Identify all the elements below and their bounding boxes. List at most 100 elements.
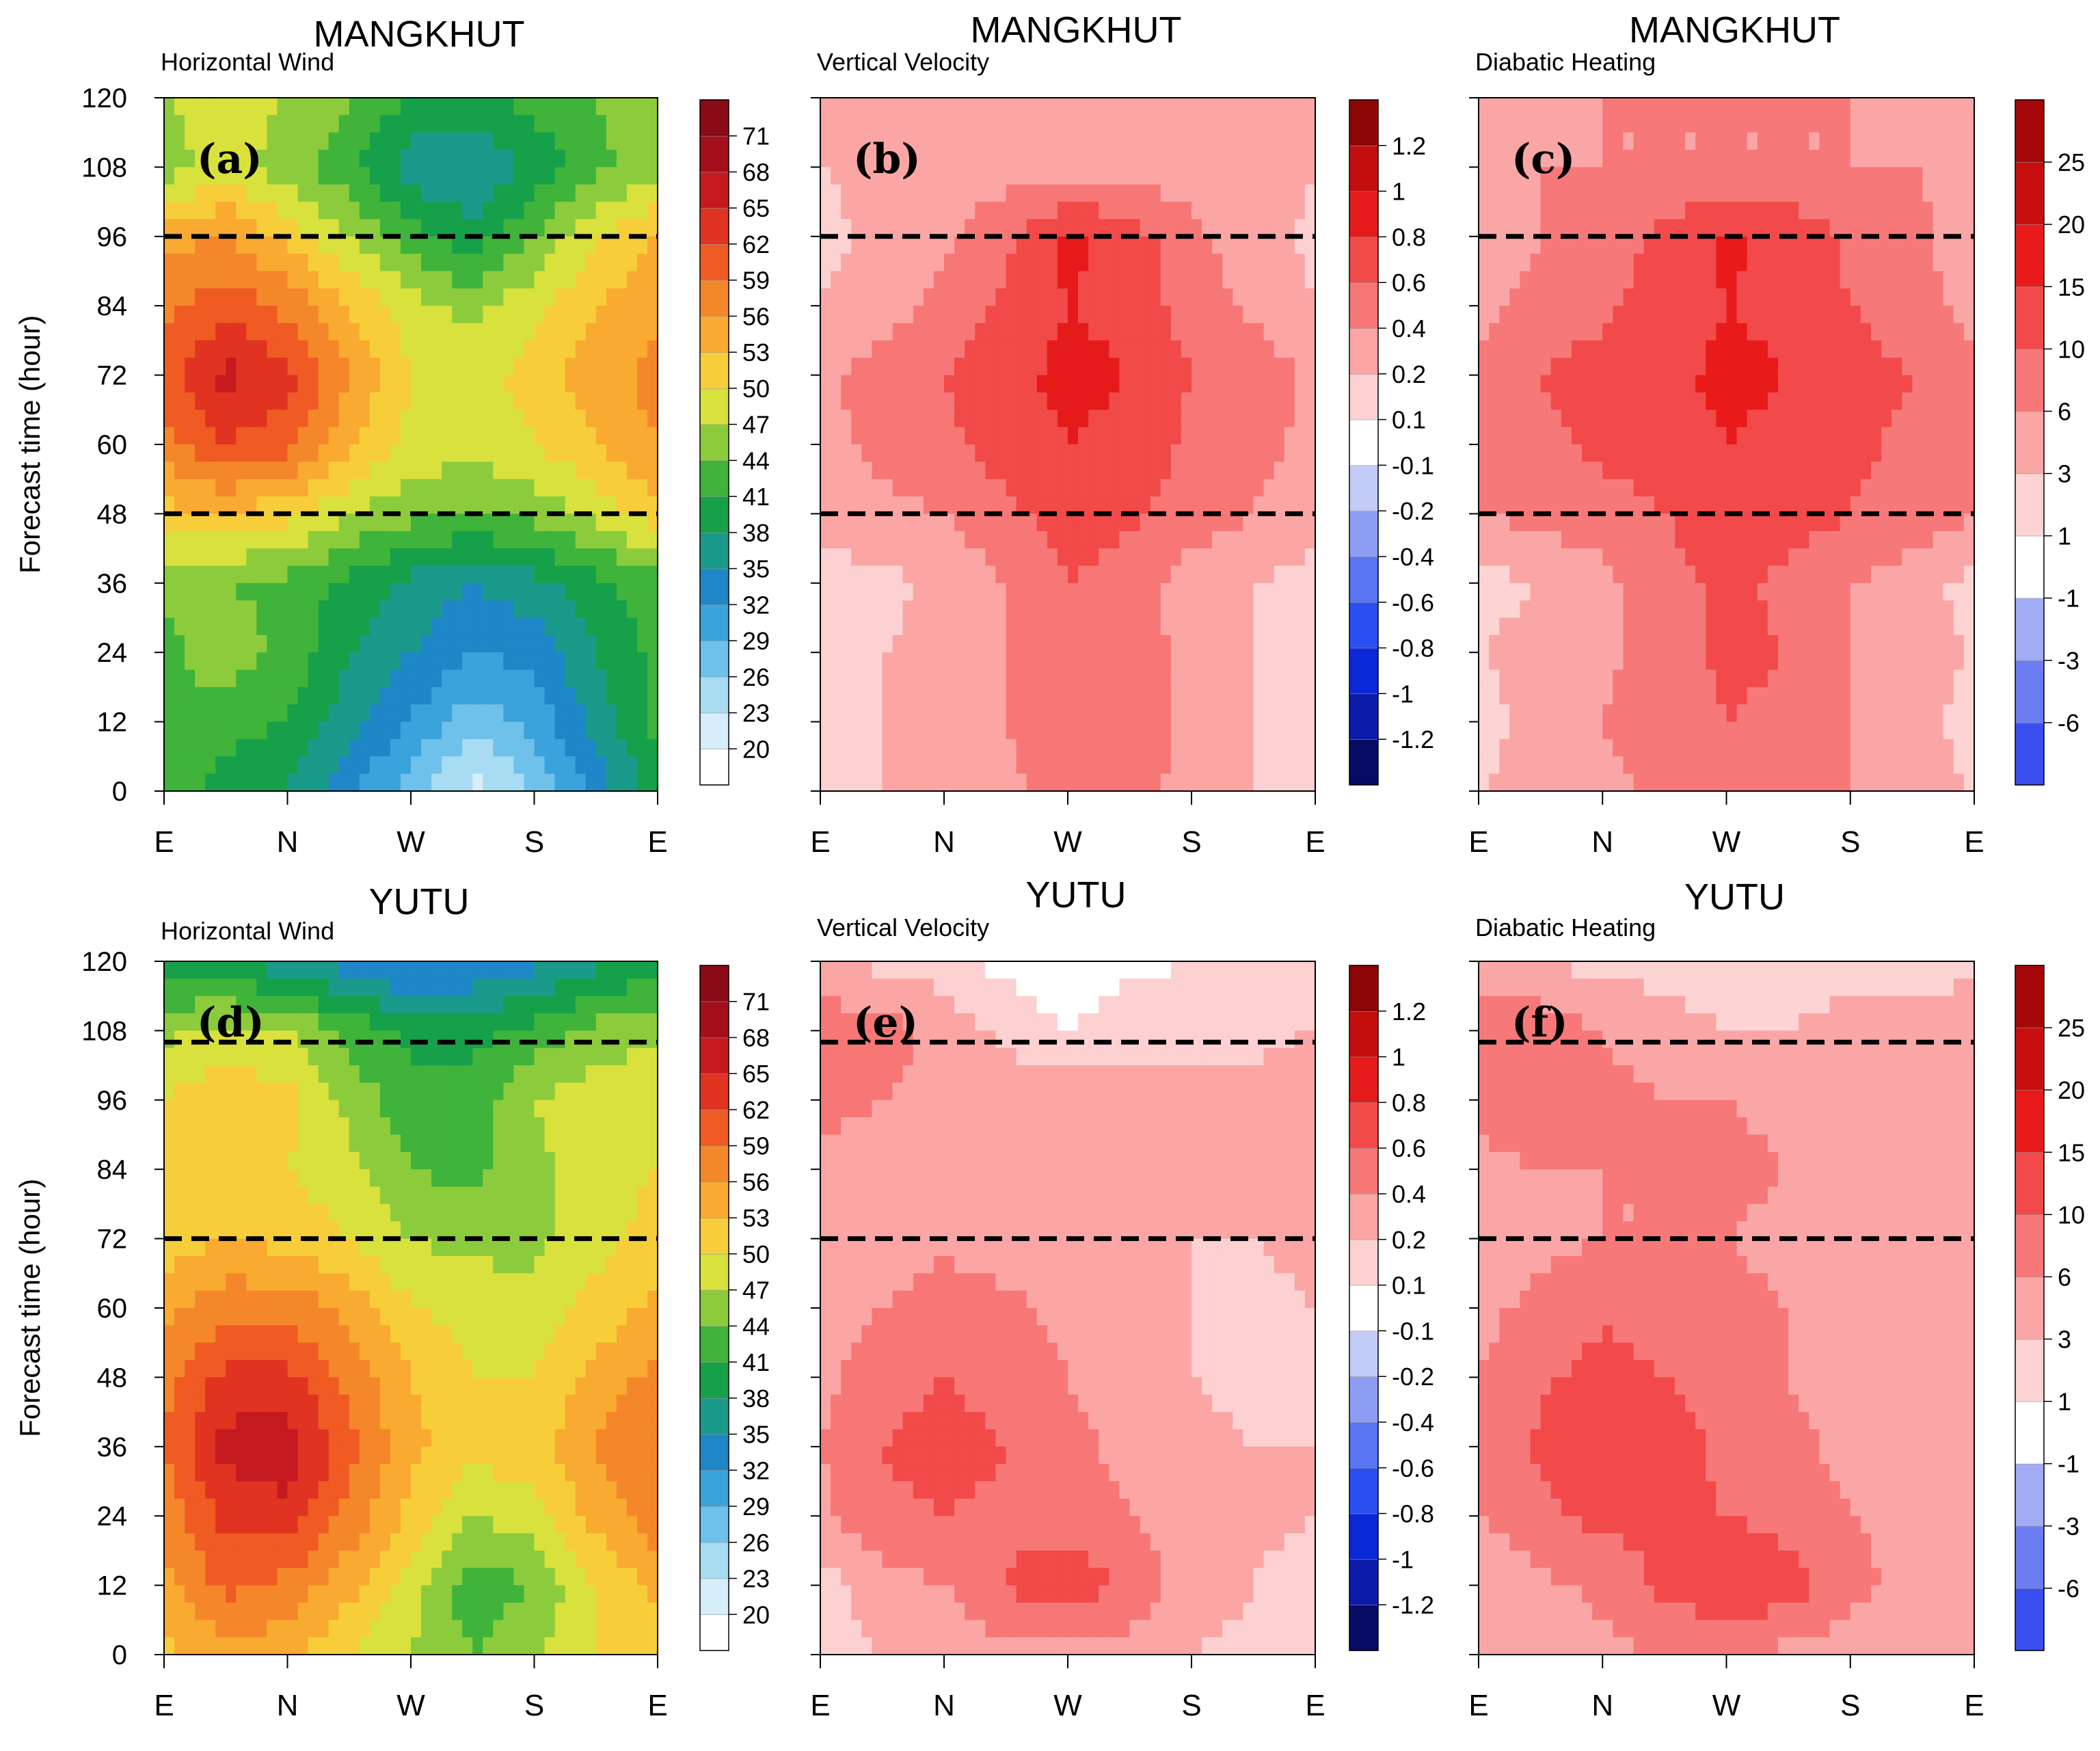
heatmap-cell — [1129, 462, 1141, 480]
y-tick-label: 72 — [97, 361, 128, 391]
heatmap-cell — [1540, 444, 1552, 462]
heatmap-cell — [913, 565, 924, 584]
heatmap-cell — [902, 444, 914, 462]
heatmap-cell — [185, 721, 196, 740]
heatmap-cell — [534, 150, 546, 168]
heatmap-cell — [882, 479, 893, 497]
heatmap-cell — [1202, 548, 1213, 567]
heatmap-cell — [872, 496, 883, 514]
heatmap-cell — [636, 115, 648, 133]
heatmap-cell — [483, 358, 494, 376]
heatmap-cell — [565, 496, 576, 514]
heatmap-cell — [349, 600, 360, 619]
heatmap-cell — [1109, 531, 1120, 549]
heatmap-cell — [923, 150, 934, 168]
heatmap-cell — [872, 634, 883, 653]
heatmap-cell — [1736, 427, 1748, 445]
heatmap-cell — [524, 583, 535, 601]
heatmap-cell — [1181, 479, 1192, 497]
heatmap-cell — [215, 479, 226, 497]
heatmap-cell — [616, 167, 628, 185]
heatmap-cell — [636, 340, 648, 358]
y-tick-label: 120 — [81, 83, 127, 113]
heatmap-cell — [1233, 686, 1244, 705]
heatmap-cell — [1602, 358, 1613, 376]
heatmap-cell — [513, 756, 525, 775]
heatmap-cell — [595, 583, 607, 601]
heatmap-cell — [1263, 254, 1275, 272]
heatmap-cell — [1202, 340, 1213, 358]
heatmap-cell — [1892, 98, 1902, 116]
heatmap-cell — [1150, 565, 1161, 584]
x-tick-label: E — [1305, 825, 1325, 859]
heatmap-cell — [1233, 444, 1244, 462]
heatmap-cell — [534, 288, 546, 306]
heatmap-cell — [1284, 288, 1295, 306]
heatmap-cell — [256, 462, 268, 480]
heatmap-cell — [975, 236, 986, 254]
heatmap-cell — [1243, 583, 1254, 601]
heatmap-cell — [1036, 115, 1048, 133]
heatmap-cell — [851, 496, 862, 514]
heatmap-cell — [1912, 323, 1924, 341]
heatmap-cell — [1274, 704, 1285, 723]
heatmap-cell — [595, 150, 607, 168]
heatmap-cell — [1119, 444, 1131, 462]
heatmap-cell — [513, 427, 525, 445]
heatmap-cell — [1304, 358, 1316, 376]
heatmap-cell — [1140, 288, 1151, 306]
heatmap-cell — [1170, 704, 1182, 723]
heatmap-cell — [606, 738, 617, 757]
heatmap-cell — [1057, 669, 1068, 688]
heatmap-cell — [1181, 756, 1192, 775]
heatmap-cell — [359, 271, 371, 289]
heatmap-cell — [411, 236, 422, 254]
heatmap-cell — [338, 150, 350, 168]
heatmap-cell — [1520, 184, 1531, 202]
heatmap-cell — [1263, 565, 1275, 584]
heatmap-cell — [902, 704, 914, 723]
heatmap-cell — [1633, 254, 1645, 272]
heatmap-cell — [256, 652, 268, 671]
heatmap-cell — [1006, 686, 1017, 705]
heatmap-cell — [164, 323, 175, 341]
heatmap-cell — [975, 773, 986, 792]
heatmap-cell — [287, 115, 299, 133]
heatmap-cell — [277, 565, 288, 584]
heatmap-cell — [851, 548, 862, 567]
heatmap-cell — [246, 444, 257, 462]
heatmap-cell — [472, 132, 483, 150]
heatmap-cell — [626, 565, 638, 584]
heatmap-cell — [882, 167, 893, 185]
heatmap-cell — [1499, 340, 1510, 358]
heatmap-cell — [1726, 115, 1738, 133]
heatmap-cell — [1592, 132, 1603, 150]
heatmap-cell — [1892, 288, 1902, 306]
colorbar-swatch — [1349, 237, 1379, 283]
heatmap-cell — [1243, 652, 1254, 671]
y-tick-label: 36 — [97, 569, 128, 599]
heatmap-cell — [369, 721, 381, 740]
heatmap-cell — [1202, 219, 1213, 237]
heatmap-cell — [246, 704, 257, 723]
heatmap-cell — [195, 115, 206, 133]
heatmap-cell — [872, 375, 883, 393]
heatmap-cell — [215, 236, 226, 254]
heatmap-cell — [164, 479, 175, 497]
heatmap-cell — [513, 150, 525, 168]
heatmap-cell — [1016, 531, 1027, 549]
heatmap-cell — [503, 565, 515, 584]
heatmap-cell — [1304, 738, 1316, 757]
heatmap-cell — [1109, 306, 1120, 324]
heatmap-cell — [338, 669, 350, 688]
heatmap-cell — [483, 565, 494, 584]
heatmap-cell — [626, 132, 638, 150]
heatmap-cell — [1592, 410, 1603, 428]
heatmap-cell — [390, 462, 401, 480]
heatmap-cell — [1736, 167, 1748, 185]
heatmap-cell — [1263, 98, 1275, 116]
heatmap-cell — [1840, 98, 1851, 116]
heatmap-cell — [975, 167, 986, 185]
heatmap-cell — [913, 288, 924, 306]
heatmap-cell — [636, 686, 648, 705]
